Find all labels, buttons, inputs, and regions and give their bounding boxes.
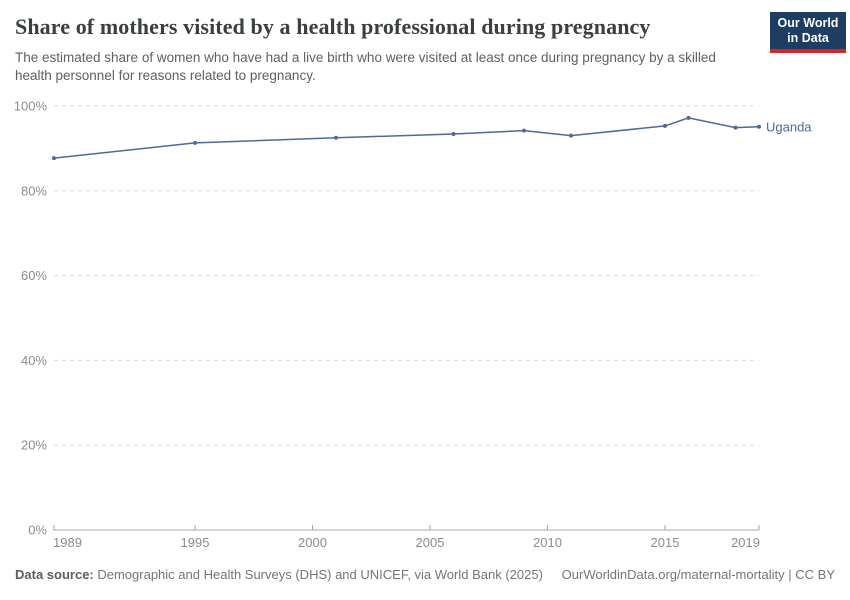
data-source-note: Data source: Demographic and Health Surv… (15, 567, 543, 582)
y-tick-label-100%: 100% (14, 99, 48, 114)
y-tick-label-20%: 20% (21, 438, 47, 453)
data-source-label: Data source: (15, 567, 94, 582)
license-link[interactable]: OurWorldinData.org/maternal-mortality | … (561, 567, 835, 582)
data-point-2019 (757, 124, 761, 129)
x-tick-label-1995: 1995 (181, 535, 210, 550)
x-tick-label-2005: 2005 (416, 535, 445, 550)
y-tick-label-80%: 80% (21, 183, 47, 198)
data-point-1989 (52, 156, 56, 161)
data-point-2006 (451, 131, 456, 136)
x-tick-label-2015: 2015 (651, 535, 680, 550)
data-point-1995 (193, 140, 197, 145)
owid-logo-line1: Our World (777, 15, 839, 30)
data-point-2001 (334, 135, 338, 140)
owid-logo[interactable]: Our World in Data (770, 12, 846, 53)
series-label-uganda: Uganda (766, 119, 812, 134)
x-tick-label-2010: 2010 (533, 535, 562, 550)
y-tick-label-60%: 60% (21, 268, 47, 283)
x-tick-label-2000: 2000 (298, 535, 327, 550)
data-point-2009 (522, 128, 526, 133)
x-tick-label-2019: 2019 (731, 535, 760, 550)
owid-logo-text: Our World in Data (778, 16, 839, 46)
y-tick-label-40%: 40% (21, 353, 47, 368)
y-tick-label-0%: 0% (28, 523, 47, 538)
data-source-text: Demographic and Health Surveys (DHS) and… (93, 567, 543, 582)
chart-footer: Data source: Demographic and Health Surv… (15, 567, 835, 582)
series-line-uganda (53, 117, 760, 159)
data-point-2016 (686, 115, 691, 120)
data-point-2018 (733, 125, 738, 130)
page-title: Share of mothers visited by a health pro… (15, 14, 651, 39)
owid-logo-line2: in Data (787, 30, 829, 45)
data-point-2011 (569, 133, 573, 138)
data-point-2015 (663, 123, 667, 128)
chart-subtitle: The estimated share of women who have ha… (15, 50, 716, 84)
x-tick-label-1989: 1989 (53, 535, 82, 550)
